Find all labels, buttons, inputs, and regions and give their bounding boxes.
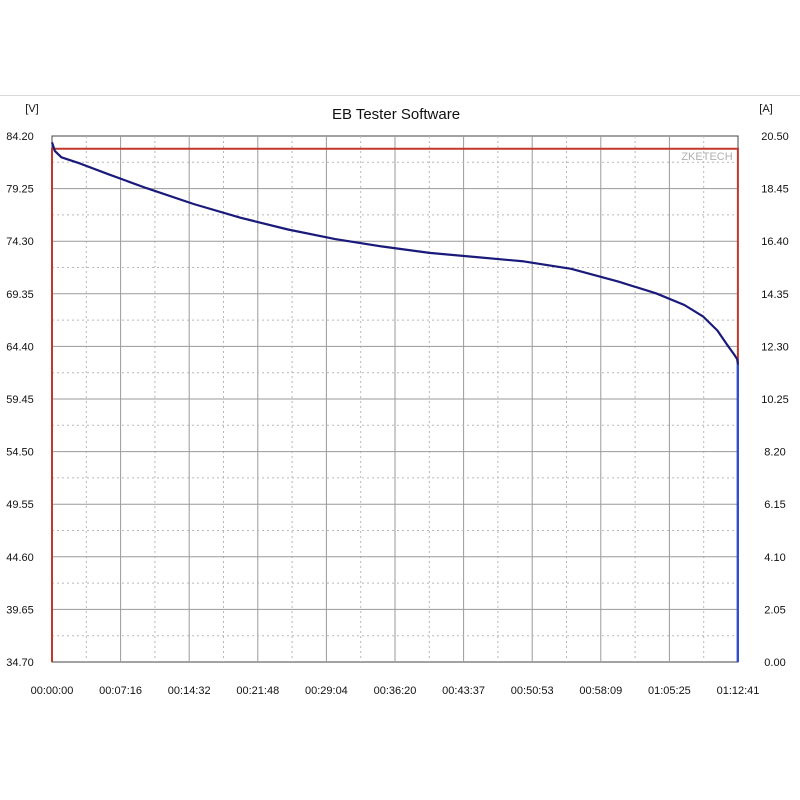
x-tick-label: 00:21:48 [236,685,279,697]
grid [52,136,738,662]
y-left-tick-label: 44.60 [6,552,34,564]
x-tick-label: 00:00:00 [31,685,74,697]
y-right-tick-label: 0.00 [764,657,785,669]
y-left-unit: [V] [25,103,38,115]
y-left-tick-label: 84.20 [6,131,34,143]
y-left-tick-label: 74.30 [6,236,34,248]
x-tick-label: 00:29:04 [305,685,348,697]
y-right-unit: [A] [759,103,772,115]
chart-title: EB Tester Software [332,106,460,123]
y-left-tick-label: 59.45 [6,394,34,406]
y-right-tick-label: 12.30 [761,341,789,353]
x-tick-label: 00:07:16 [99,685,142,697]
x-tick-label: 00:43:37 [442,685,485,697]
y-right-tick-label: 20.50 [761,131,789,143]
y-left-tick-label: 54.50 [6,447,34,459]
series-layer [50,142,740,662]
y-right-tick-label: 16.40 [761,236,789,248]
y-left-tick-label: 39.65 [6,604,34,616]
tick-labels: 00:00:00 00:07:16 00:14:32 00:21:48 00:29:04… [6,131,789,697]
voltage-series-line [50,142,740,662]
x-tick-label: 00:50:53 [511,685,554,697]
y-right-tick-label: 8.20 [764,447,785,459]
x-tick-label: 01:12:41 [717,685,760,697]
y-left-tick-label: 69.35 [6,289,34,301]
y-left-tick-label: 34.70 [6,657,34,669]
x-tick-label: 00:58:09 [579,685,622,697]
y-right-tick-label: 18.45 [761,184,789,196]
x-tick-label: 01:05:25 [648,685,691,697]
y-right-tick-label: 2.05 [764,604,785,616]
y-right-tick-label: 14.35 [761,289,789,301]
x-tick-label: 00:14:32 [168,685,211,697]
x-tick-label: 00:36:20 [374,685,417,697]
window-top-border [0,95,800,96]
y-left-tick-label: 49.55 [6,499,34,511]
watermark: ZKETECH [681,151,732,163]
y-right-tick-label: 10.25 [761,394,789,406]
y-left-tick-label: 79.25 [6,184,34,196]
y-right-tick-label: 6.15 [764,499,785,511]
y-right-tick-label: 4.10 [764,552,785,564]
y-left-tick-label: 64.40 [6,341,34,353]
